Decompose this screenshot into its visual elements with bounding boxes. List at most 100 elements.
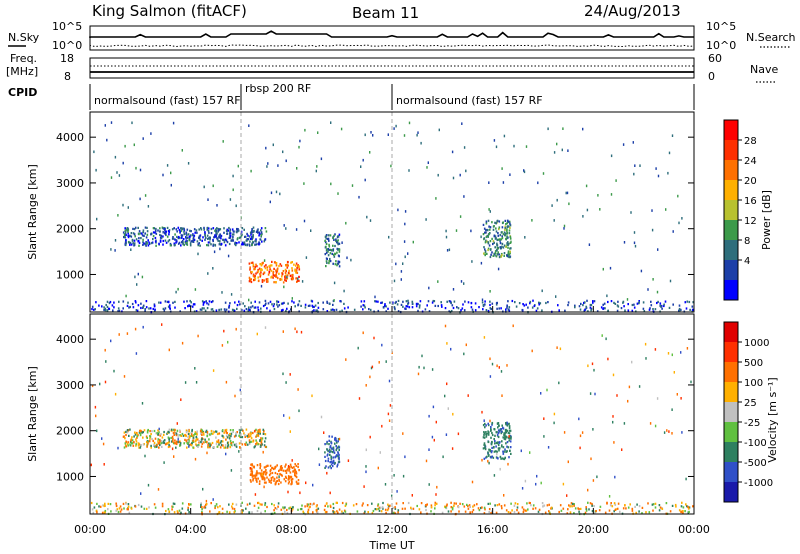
scatter-cell xyxy=(296,167,298,170)
scatter-cell xyxy=(204,233,206,236)
scatter-cell xyxy=(175,241,177,244)
scatter-cell xyxy=(578,510,580,513)
scatter-cell xyxy=(682,510,684,513)
scatter-cell xyxy=(207,442,210,445)
scatter-cell xyxy=(507,242,510,246)
scatter-cell xyxy=(182,434,185,437)
scatter-cell xyxy=(248,235,251,238)
scatter-cell xyxy=(309,502,312,506)
scatter-cell xyxy=(507,225,509,228)
scatter-cell xyxy=(305,481,307,485)
scatter-cell xyxy=(251,270,253,274)
scatter-cell xyxy=(286,468,289,471)
scatter-cell xyxy=(495,230,498,233)
scatter-cell xyxy=(500,255,502,258)
scatter-cell xyxy=(244,243,247,247)
scatter-cell xyxy=(257,309,260,312)
scatter-cell xyxy=(139,429,141,433)
nave-tick-bottom: 0 xyxy=(708,70,715,83)
scatter-cell xyxy=(587,364,589,368)
scatter-cell xyxy=(558,510,560,514)
scatter-cell xyxy=(485,220,488,223)
scatter-cell xyxy=(292,470,294,473)
scatter-cell xyxy=(259,432,261,435)
y-tick-label: 3000 xyxy=(56,379,84,392)
scatter-cell xyxy=(215,230,217,234)
scatter-cell xyxy=(226,446,229,449)
x-tick-label: 20:00 xyxy=(577,523,609,536)
scatter-cell xyxy=(622,143,625,146)
scatter-cell xyxy=(228,242,231,246)
scatter-cell xyxy=(216,204,218,207)
scatter-cell xyxy=(652,509,654,512)
scatter-cell xyxy=(499,467,501,471)
scatter-cell xyxy=(483,436,486,439)
scatter-cell xyxy=(671,408,673,411)
scatter-cell xyxy=(434,304,437,307)
scatter-cell xyxy=(338,242,341,245)
scatter-cell xyxy=(229,234,232,237)
scatter-cell xyxy=(425,504,427,507)
scatter-cell xyxy=(248,441,251,444)
scatter-cell xyxy=(270,269,273,272)
scatter-cell xyxy=(506,229,508,232)
scatter-cell xyxy=(426,304,428,307)
scatter-cell xyxy=(495,255,498,258)
scatter-cell xyxy=(505,428,507,431)
scatter-cell xyxy=(396,490,398,493)
scatter-cell xyxy=(152,235,155,238)
scatter-cell xyxy=(248,308,251,311)
scatter-cell xyxy=(260,474,262,477)
scatter-cell xyxy=(457,307,460,310)
scatter-cell xyxy=(604,511,607,514)
scatter-cell xyxy=(296,330,298,334)
scatter-cell xyxy=(328,239,330,242)
scatter-cell xyxy=(228,434,230,437)
colorbar-segment xyxy=(724,482,738,503)
scatter-cell xyxy=(366,215,368,219)
scatter-cell xyxy=(517,511,520,514)
scatter-cell xyxy=(505,245,507,248)
scatter-cell xyxy=(645,511,647,514)
scatter-cell xyxy=(286,266,289,269)
scatter-cell xyxy=(241,436,244,439)
colorbar-segment xyxy=(724,140,738,161)
scatter-cell xyxy=(338,456,340,459)
scatter-cell xyxy=(122,203,124,207)
scatter-cell xyxy=(417,372,420,376)
scatter-cell xyxy=(160,236,163,240)
scatter-cell xyxy=(430,506,433,509)
scatter-cell xyxy=(224,446,227,449)
scatter-cell xyxy=(266,279,269,282)
scatter-cell xyxy=(432,299,435,303)
scatter-cell xyxy=(680,351,682,354)
scatter-cell xyxy=(238,300,240,303)
scatter-cell xyxy=(234,243,237,246)
scatter-cell xyxy=(105,360,107,363)
scatter-cell xyxy=(203,433,205,436)
scatter-cell xyxy=(334,438,336,441)
scatter-cell xyxy=(231,238,234,241)
scatter-cell xyxy=(259,430,261,433)
scatter-cell xyxy=(285,159,287,163)
scatter-cell xyxy=(379,506,382,509)
scatter-cell xyxy=(541,502,544,505)
scatter-cell xyxy=(155,445,158,448)
scatter-cell xyxy=(216,440,218,443)
scatter-cell xyxy=(225,438,227,441)
scatter-cell xyxy=(674,503,677,507)
scatter-cell xyxy=(147,428,149,432)
scatter-cell xyxy=(206,451,208,455)
scatter-cell xyxy=(210,232,213,235)
scatter-cell xyxy=(508,255,510,259)
scatter-cell xyxy=(160,433,162,436)
scatter-cell xyxy=(638,385,641,388)
scatter-cell xyxy=(647,502,649,505)
scatter-cell xyxy=(295,269,298,272)
scatter-cell xyxy=(204,231,206,234)
scatter-cell xyxy=(190,431,192,435)
scatter-cell xyxy=(679,309,681,312)
scatter-cell xyxy=(612,420,614,424)
scatter-cell xyxy=(276,268,279,271)
